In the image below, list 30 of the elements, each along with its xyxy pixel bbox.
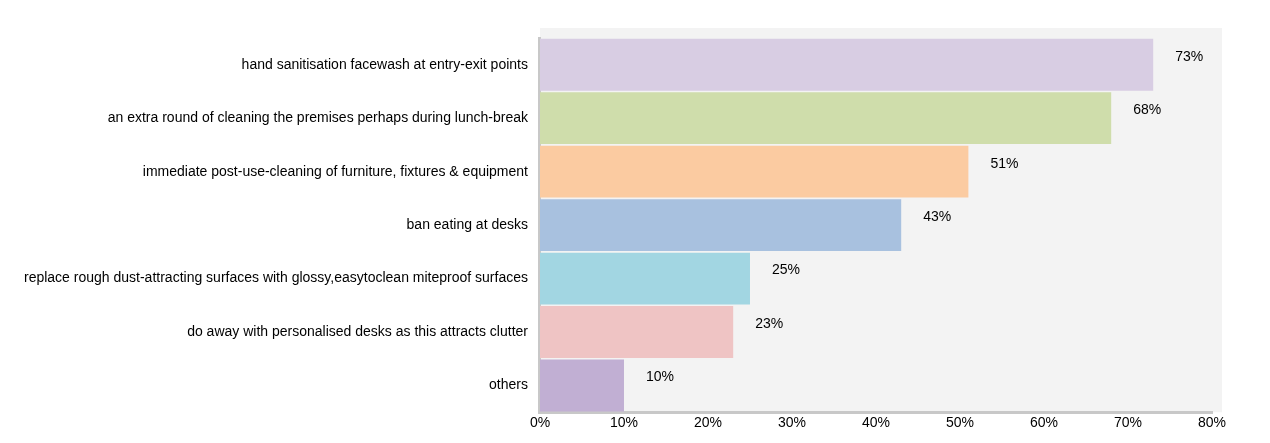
y-tick-label: replace rough dust-attracting surfaces with glossy,easytoclean miteproof surfaces: [23, 269, 528, 286]
x-tick-label: 0%: [529, 414, 551, 431]
y-tick-label: ban eating at desks: [406, 215, 528, 232]
x-tick-label: 30%: [777, 414, 807, 431]
bar: [539, 252, 750, 305]
y-tick-label: an extra round of cleaning the premises perhaps during lunch-break: [107, 109, 529, 126]
y-tick-label: immediate post-use-cleaning of furniture, fixtures & equipment: [142, 162, 529, 179]
y-tick-label: others: [489, 376, 528, 393]
y-tick-label: do away with personalised desks as this attracts clutter: [187, 322, 529, 339]
bar: [539, 199, 902, 252]
data-label: 68%: [1133, 101, 1162, 118]
data-label: 43%: [923, 207, 952, 224]
y-tick-label: hand sanitisation facewash at entry-exit points: [241, 55, 528, 72]
data-label: 73%: [1175, 47, 1204, 64]
data-label: 10%: [645, 368, 675, 385]
x-tick-label: 80%: [1197, 414, 1227, 431]
bar: [539, 145, 969, 198]
bar: [539, 359, 624, 412]
x-tick-label: 20%: [693, 414, 723, 431]
data-label: 23%: [755, 314, 784, 331]
bar: [539, 38, 1154, 91]
x-tick-label: 60%: [1029, 414, 1059, 431]
x-tick-label: 40%: [861, 414, 891, 431]
x-tick-label: 10%: [609, 414, 638, 431]
x-tick-label: 70%: [1113, 414, 1143, 431]
bar: [539, 92, 1112, 145]
bar: [539, 306, 734, 358]
x-tick-label: 50%: [945, 414, 975, 431]
data-label: 51%: [990, 154, 1019, 171]
data-label: 25%: [771, 261, 801, 278]
